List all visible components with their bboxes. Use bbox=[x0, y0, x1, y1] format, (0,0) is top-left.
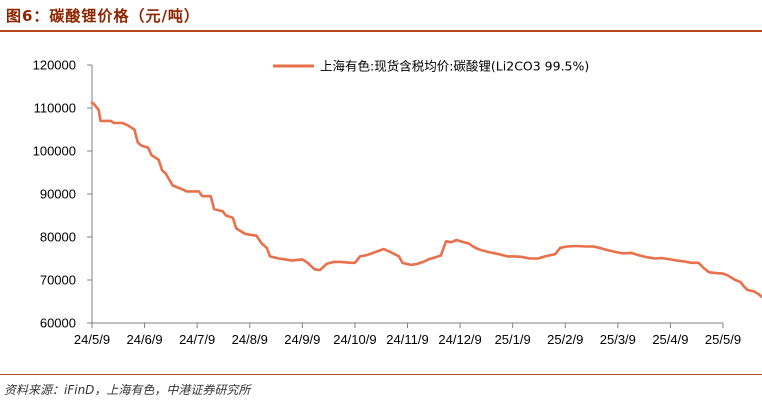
x-tick-label: 24/9/9 bbox=[284, 332, 320, 347]
source-rule bbox=[0, 374, 762, 375]
y-tick-label: 90000 bbox=[40, 187, 76, 202]
x-tick-label: 24/11/9 bbox=[386, 332, 428, 347]
x-tick-label: 25/4/9 bbox=[652, 332, 688, 347]
chart-ticks: 1200001100001000009000080000700006000024… bbox=[33, 58, 741, 348]
y-tick-label: 110000 bbox=[34, 101, 76, 116]
figure-title: 图6：碳酸锂价格（元/吨） bbox=[6, 7, 200, 25]
legend-label: 上海有色:现货含税均价:碳酸锂(Li2CO3 99.5%) bbox=[320, 59, 589, 74]
x-tick-label: 24/12/9 bbox=[438, 332, 481, 347]
chart-axes bbox=[91, 65, 723, 324]
x-tick-label: 25/2/9 bbox=[547, 332, 583, 347]
y-tick-label: 80000 bbox=[40, 230, 76, 245]
source-note: 资料来源：iFinD，上海有色，中港证券研究所 bbox=[4, 383, 251, 397]
x-tick-label: 24/7/9 bbox=[179, 332, 215, 347]
y-tick-label: 120000 bbox=[33, 58, 76, 73]
x-tick-label: 24/8/9 bbox=[232, 332, 268, 347]
x-tick-label: 24/6/9 bbox=[127, 332, 163, 347]
series-line-lithium-carbonate bbox=[90, 101, 762, 299]
x-tick-label: 24/5/9 bbox=[74, 332, 110, 347]
x-tick-label: 25/1/9 bbox=[495, 332, 531, 347]
y-tick-label: 100000 bbox=[33, 144, 76, 159]
price-line-chart: 1200001100001000009000080000700006000024… bbox=[33, 58, 762, 348]
chart-legend: 上海有色:现货含税均价:碳酸锂(Li2CO3 99.5%) bbox=[273, 59, 589, 74]
title-rule bbox=[0, 30, 762, 32]
y-tick-label: 70000 bbox=[40, 273, 76, 288]
x-tick-label: 25/5/9 bbox=[705, 332, 741, 347]
y-tick-label: 60000 bbox=[40, 316, 76, 331]
chart-series bbox=[90, 101, 762, 299]
x-tick-label: 25/3/9 bbox=[600, 332, 636, 347]
x-tick-label: 24/10/9 bbox=[333, 332, 376, 347]
